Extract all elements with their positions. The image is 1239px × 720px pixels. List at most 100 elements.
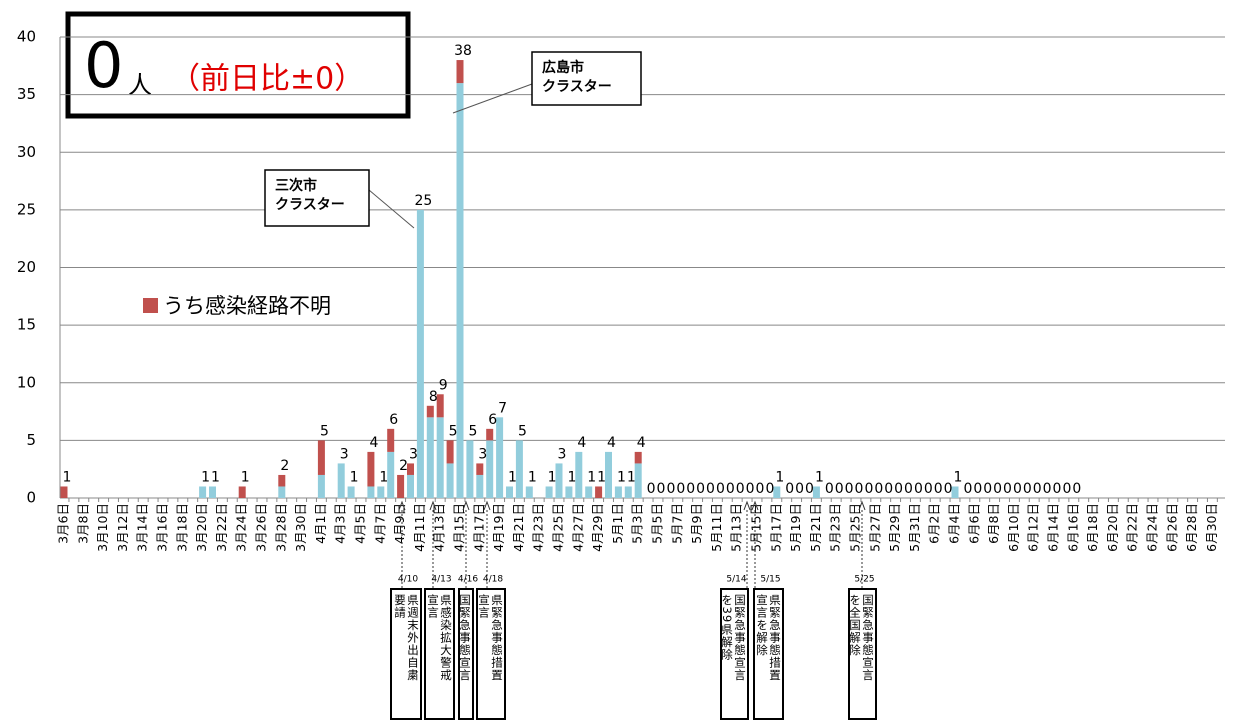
bar-segment xyxy=(387,451,395,498)
event-text: 県週末外出自粛 xyxy=(406,594,420,682)
value-label: 0 xyxy=(993,481,1002,497)
x-tick-label: 5月23日 xyxy=(828,503,843,552)
value-label: 0 xyxy=(944,481,953,497)
bar-segment xyxy=(397,474,405,498)
event-date: 4/18 xyxy=(483,575,503,585)
event-box: 県週末外出自粛 要請 xyxy=(390,588,422,720)
value-label: 0 xyxy=(726,481,735,497)
event-caret xyxy=(751,500,759,511)
x-tick-label: 5月5日 xyxy=(650,503,665,544)
bar-segment xyxy=(634,463,642,498)
x-tick-label: 5月29日 xyxy=(887,503,902,552)
bar-segment xyxy=(407,474,414,498)
bar-segment xyxy=(605,451,612,498)
count-box xyxy=(65,11,411,119)
x-tick-label: 4月11日 xyxy=(412,503,427,552)
bar-segment xyxy=(426,405,434,418)
value-label: 0 xyxy=(706,481,715,497)
event-caret xyxy=(483,500,491,511)
x-tick-label: 6月10日 xyxy=(1006,503,1021,552)
x-tick-label: 4月19日 xyxy=(491,503,506,552)
value-label: 0 xyxy=(924,481,933,497)
x-tick-label: 4月17日 xyxy=(471,503,486,552)
x-tick-label: 4月15日 xyxy=(452,503,467,552)
value-label: 8 xyxy=(429,389,438,405)
value-label: 1 xyxy=(528,469,537,485)
event-text: 宣言 xyxy=(426,594,440,619)
value-label: 0 xyxy=(835,481,844,497)
value-label: 6 xyxy=(389,412,398,428)
y-tick-label: 35 xyxy=(17,85,36,103)
x-tick-label: 6月18日 xyxy=(1085,503,1100,552)
event-caret xyxy=(429,500,437,511)
value-label: 0 xyxy=(666,481,675,497)
callout-line xyxy=(452,83,533,114)
y-tick-label: 25 xyxy=(17,200,36,218)
value-label: 4 xyxy=(369,435,378,451)
x-tick-label: 6月30日 xyxy=(1204,503,1219,552)
bar-segment xyxy=(317,440,325,475)
x-tick-label: 4月27日 xyxy=(570,503,585,552)
value-label: 1 xyxy=(548,469,557,485)
value-label: 1 xyxy=(63,469,72,485)
y-tick-label: 0 xyxy=(26,489,36,507)
event-caret xyxy=(462,500,470,511)
value-label: 0 xyxy=(963,481,972,497)
x-tick-label: 3月10日 xyxy=(95,503,110,552)
value-label: 0 xyxy=(1003,481,1012,497)
value-label: 0 xyxy=(864,481,873,497)
bar-segment xyxy=(614,486,622,498)
value-label: 1 xyxy=(201,469,210,485)
x-tick-label: 3月18日 xyxy=(174,503,189,552)
bar-segment xyxy=(456,60,464,84)
x-tick-label: 3月26日 xyxy=(254,503,269,552)
value-label: 0 xyxy=(686,481,695,497)
value-label: 0 xyxy=(934,481,943,497)
event-text: 宣言 xyxy=(477,594,491,619)
bar-segment xyxy=(367,451,375,487)
value-label: 38 xyxy=(454,43,472,59)
x-tick-label: 4月7日 xyxy=(372,503,387,544)
value-label: 1 xyxy=(954,469,963,485)
callout-text: クラスター xyxy=(275,197,345,213)
value-label: 0 xyxy=(874,481,883,497)
x-tick-label: 5月25日 xyxy=(848,503,863,552)
value-label: 0 xyxy=(1023,481,1032,497)
event-date: 4/10 xyxy=(398,575,418,585)
x-tick-label: 6月2日 xyxy=(927,503,942,544)
bar-segment xyxy=(60,486,68,498)
event-text: 国緊急事態宣言 xyxy=(733,594,747,682)
event-text: 宣言を解除 xyxy=(755,594,769,657)
callout-text: 三次市 xyxy=(275,177,317,194)
x-tick-label: 4月25日 xyxy=(551,503,566,552)
value-label: 0 xyxy=(765,481,774,497)
x-tick-label: 5月27日 xyxy=(867,503,882,552)
x-tick-label: 4月3日 xyxy=(333,503,348,544)
bar-segment xyxy=(456,83,464,498)
event-text: 県緊急事態措置 xyxy=(490,594,504,682)
event-date: 5/25 xyxy=(854,575,874,585)
value-label: 0 xyxy=(1053,481,1062,497)
value-label: 0 xyxy=(756,481,765,497)
value-label: 2 xyxy=(399,458,408,474)
value-label: 5 xyxy=(449,423,458,439)
value-label: 0 xyxy=(884,481,893,497)
event-caret xyxy=(743,500,751,511)
bar-segment xyxy=(209,486,216,498)
x-tick-label: 5月19日 xyxy=(788,503,803,552)
value-label: 0 xyxy=(716,481,725,497)
value-label: 0 xyxy=(736,481,745,497)
event-box: 県緊急事態措置 宣言 xyxy=(476,588,506,720)
x-tick-label: 6月22日 xyxy=(1125,503,1140,552)
bar-segment xyxy=(496,417,504,498)
x-tick-label: 4月29日 xyxy=(590,503,605,552)
x-tick-label: 5月9日 xyxy=(689,503,704,544)
compare: （前日比±0） xyxy=(170,62,364,97)
value-label: 3 xyxy=(409,446,418,462)
x-tick-label: 4月1日 xyxy=(313,503,328,544)
value-label: 6 xyxy=(488,412,497,428)
x-tick-label: 4月13日 xyxy=(432,503,447,552)
legend-swatch xyxy=(143,298,158,313)
x-tick-label: 3月22日 xyxy=(214,503,229,552)
